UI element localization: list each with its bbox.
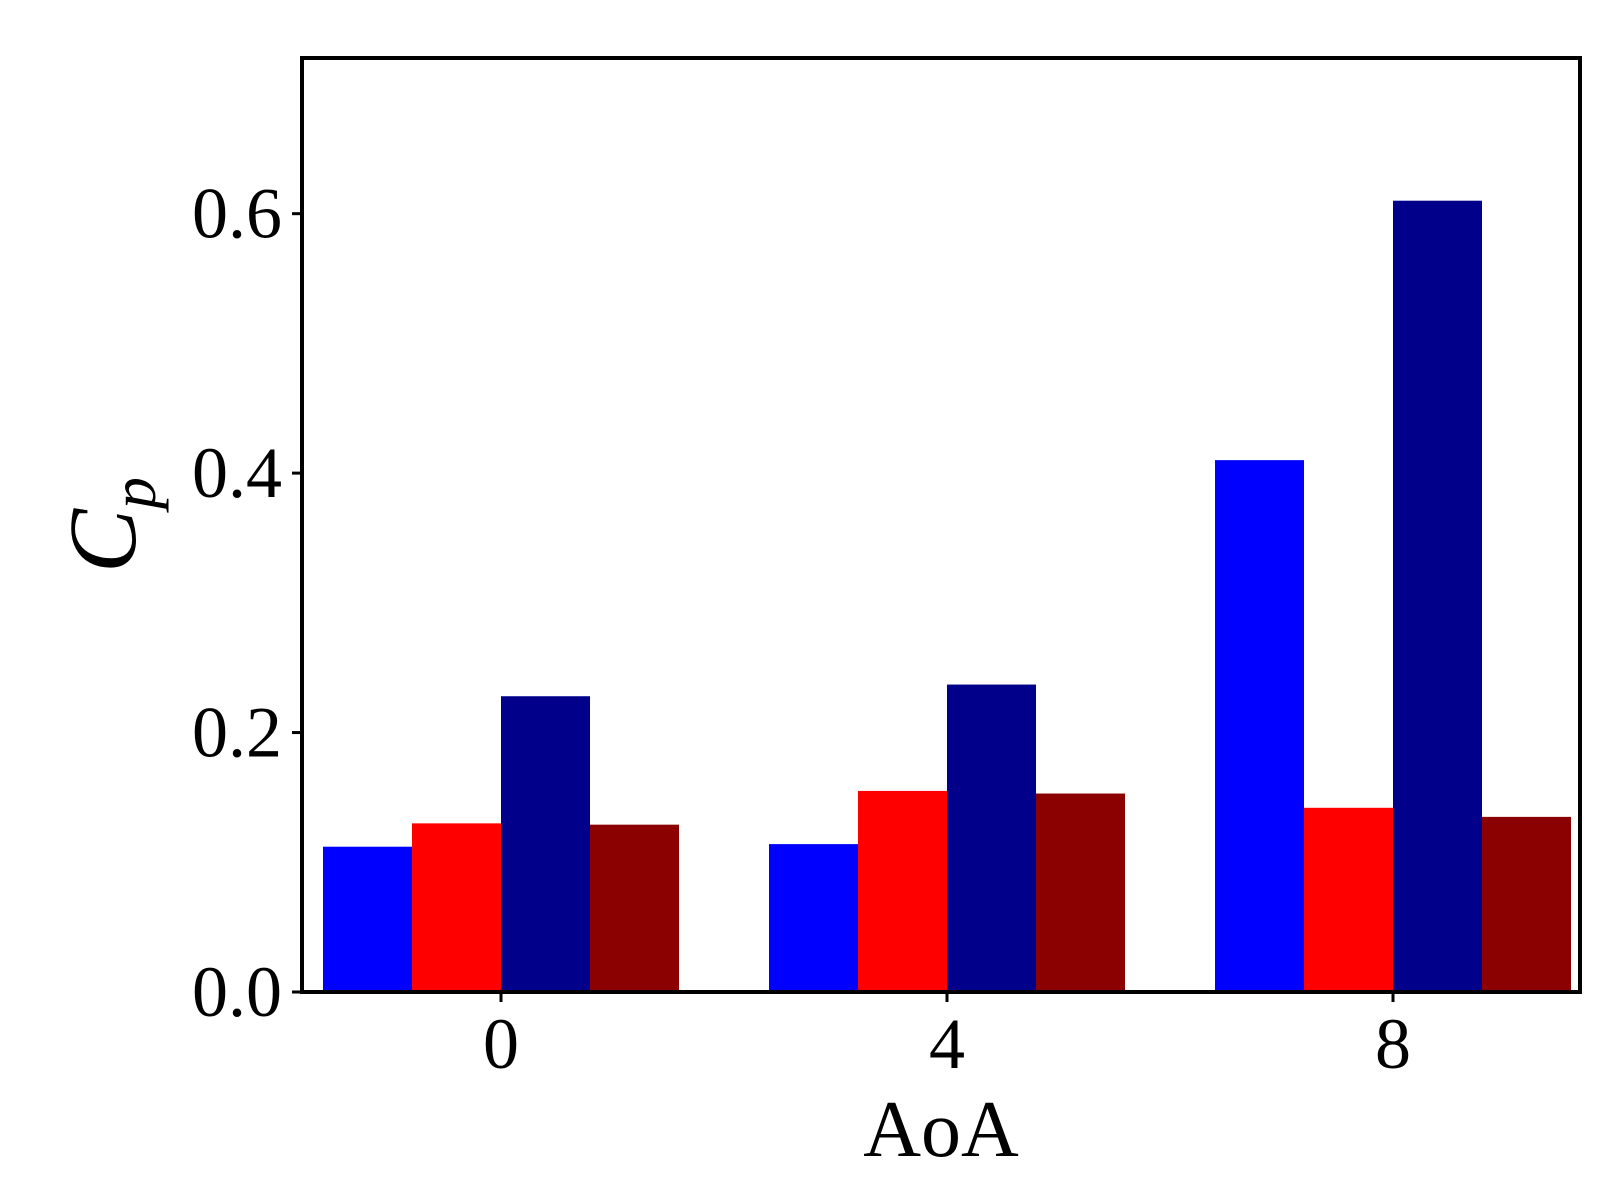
bar-cat0-series1: [323, 846, 412, 992]
x-tick-label: 4: [929, 1004, 965, 1084]
bars-group: [323, 200, 1571, 992]
bar-cat4-series4: [1036, 793, 1125, 992]
x-axis: 0 4 8: [483, 992, 1411, 1084]
bar-cat8-series1: [1215, 460, 1304, 992]
bar-cat4-series3: [947, 684, 1036, 992]
y-axis-label-base: C: [49, 508, 156, 573]
bar-cat4-series2: [858, 790, 947, 992]
bar-cat8-series3: [1393, 200, 1482, 992]
y-tick-label: 0.6: [192, 174, 282, 254]
x-tick-label: 8: [1375, 1004, 1411, 1084]
y-axis: 0.0 0.2 0.4 0.6: [192, 174, 302, 1032]
bar-cat4-series1: [769, 844, 858, 992]
y-axis-label: Cp: [49, 477, 169, 573]
plot-frame: [300, 56, 1582, 994]
bar-cat0-series3: [501, 696, 590, 992]
bar-cat0-series2: [412, 823, 501, 992]
y-tick-label: 0.4: [192, 433, 282, 513]
y-axis-label-sub: p: [98, 477, 169, 513]
bar-cat8-series2: [1304, 807, 1393, 992]
x-axis-label: AoA: [863, 1086, 1019, 1174]
bar-cat8-series4: [1482, 816, 1571, 992]
y-tick-label: 0.0: [192, 952, 282, 1032]
x-tick-label: 0: [483, 1004, 519, 1084]
bar-cat0-series4: [590, 824, 679, 992]
y-tick-label: 0.2: [192, 693, 282, 773]
